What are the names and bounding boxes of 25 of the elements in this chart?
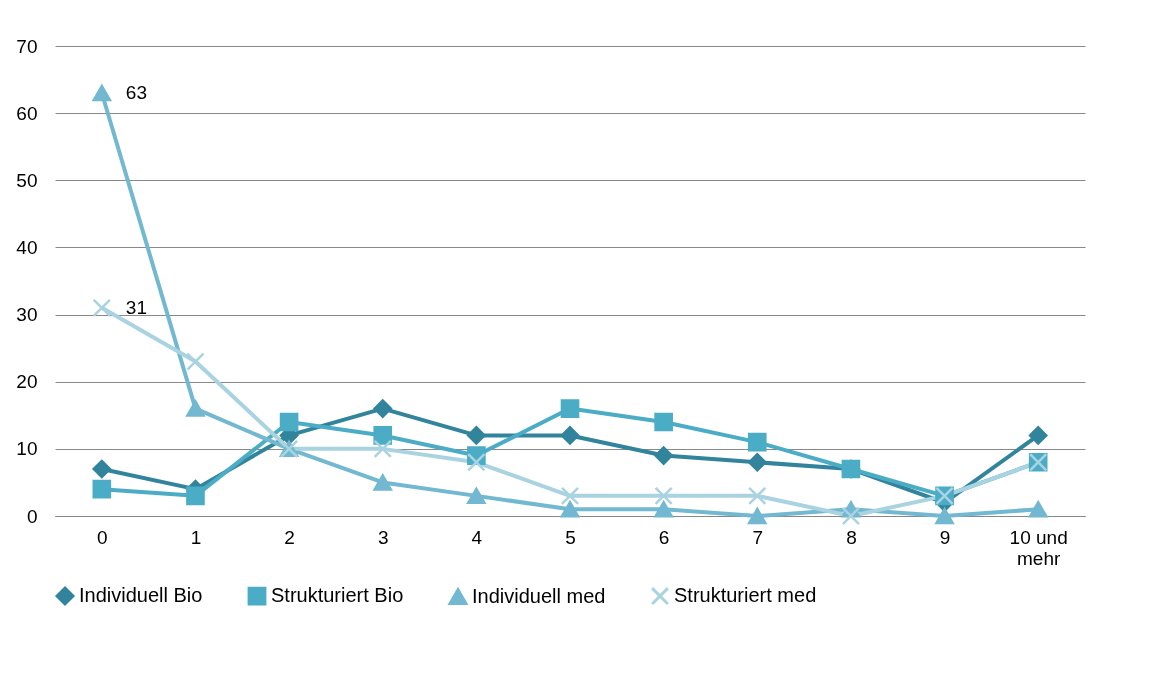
legend-label: Individuell Bio: [79, 584, 203, 607]
legend-label: Strukturiert med: [674, 584, 817, 607]
y-tick-label: 20: [16, 371, 38, 393]
x-tick-label: 0: [97, 526, 108, 548]
x-tick-label: 8: [846, 526, 857, 548]
legend-label: Individuell med: [472, 584, 606, 607]
y-tick-label: 30: [16, 304, 38, 326]
x-tick-label: 4: [471, 526, 483, 548]
x-tick-label: 7: [752, 526, 764, 548]
legend-label: Strukturiert Bio: [271, 584, 404, 607]
y-tick-label: 0: [26, 505, 38, 527]
y-tick-label: 70: [16, 35, 38, 57]
x-tick-label: 10 und mehr: [1009, 526, 1068, 569]
x-tick-label: 3: [377, 526, 389, 548]
x-tick-label: 6: [658, 526, 670, 548]
y-tick-label: 50: [16, 169, 38, 191]
x-tick-label: 1: [190, 526, 202, 548]
x-tick-label: 9: [939, 526, 951, 548]
x-tick-label: 5: [565, 526, 576, 548]
x-tick-label: 2: [284, 526, 295, 548]
y-tick-label: 40: [16, 236, 38, 258]
y-tick-label: 60: [16, 102, 38, 124]
data-label: 31: [125, 296, 147, 318]
data-label: 63: [125, 82, 147, 103]
y-tick-label: 10: [16, 438, 38, 460]
